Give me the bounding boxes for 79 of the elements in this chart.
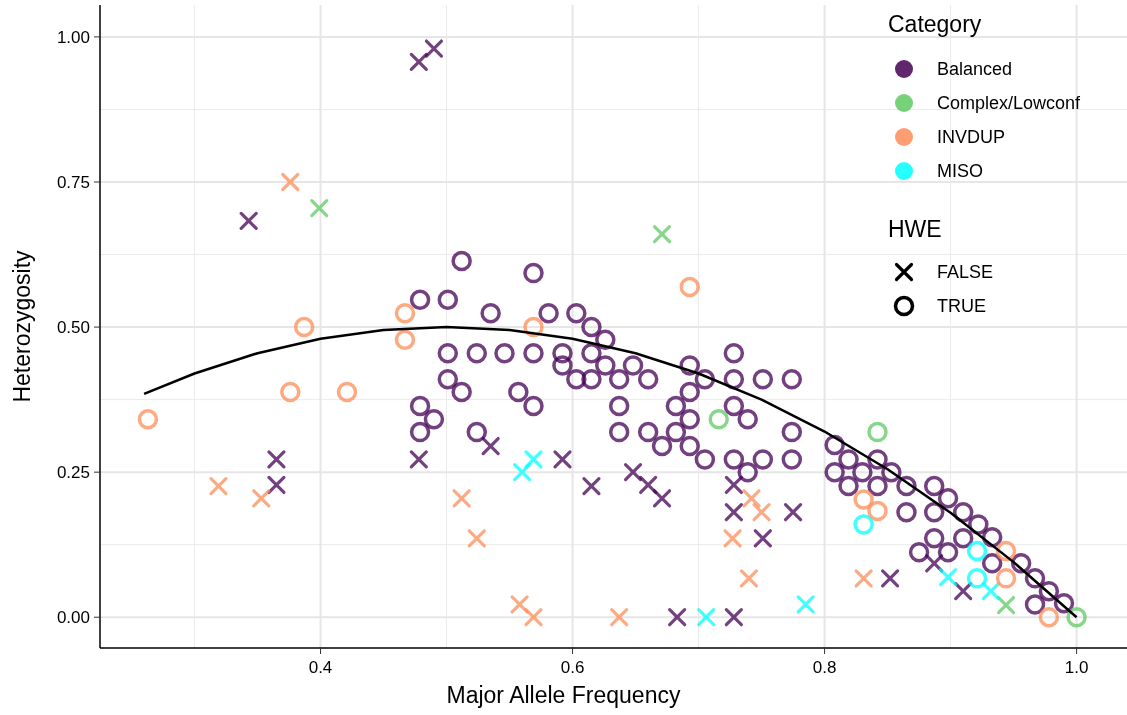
point — [1038, 606, 1060, 628]
point — [267, 475, 286, 495]
point — [610, 608, 629, 627]
point — [724, 608, 743, 627]
x-tick-label: 0.6 — [560, 658, 585, 677]
point — [853, 514, 874, 535]
point — [524, 450, 543, 469]
point — [739, 569, 759, 588]
x-tick-label: 1.0 — [1064, 658, 1089, 677]
point — [925, 554, 944, 573]
point — [639, 475, 658, 495]
point — [881, 569, 900, 588]
point — [1066, 606, 1087, 628]
point — [938, 568, 958, 587]
point — [966, 568, 988, 589]
point — [753, 529, 772, 548]
annotation: TRUE — [937, 296, 986, 317]
point — [281, 172, 300, 192]
point — [394, 329, 416, 351]
point — [481, 436, 500, 456]
point — [796, 595, 815, 614]
point — [336, 381, 358, 403]
point — [394, 302, 416, 324]
point — [708, 409, 729, 430]
y-tick-label: 0.25 — [56, 463, 90, 483]
y-tick-label: 0.00 — [56, 608, 90, 628]
point — [524, 608, 543, 627]
legend-label: Balanced — [937, 59, 1013, 80]
point — [553, 450, 572, 469]
point — [510, 595, 529, 614]
point — [310, 199, 329, 218]
text: Category — [888, 11, 982, 38]
point — [209, 476, 228, 496]
annotation: FALSE — [937, 262, 994, 283]
y-axis-title: Heterozygosity — [9, 249, 35, 403]
point — [954, 582, 973, 601]
point — [623, 463, 643, 482]
point — [267, 450, 286, 469]
point — [137, 409, 159, 430]
point — [409, 52, 428, 71]
point — [966, 540, 988, 562]
point — [697, 608, 716, 627]
point — [724, 503, 743, 522]
x-axis-title: Major Allele Frequency — [446, 682, 681, 708]
point — [996, 595, 1016, 615]
point — [239, 211, 258, 230]
y-tick-label: 0.75 — [56, 172, 90, 192]
x-tick-label: 0.4 — [308, 658, 333, 677]
legend-label: MISO — [937, 161, 984, 182]
point — [783, 503, 803, 522]
point — [723, 529, 742, 548]
point — [742, 489, 761, 508]
y-tick-label: 1.00 — [56, 27, 90, 47]
point — [867, 421, 888, 443]
point — [293, 316, 315, 338]
point — [652, 225, 672, 244]
point — [854, 569, 873, 588]
text: HWE — [888, 216, 942, 243]
point — [981, 582, 1001, 601]
point — [467, 529, 486, 548]
point — [724, 475, 743, 495]
point — [867, 500, 888, 522]
point — [252, 489, 271, 508]
point — [668, 608, 687, 627]
point — [582, 476, 601, 496]
x-tick-label: 0.8 — [812, 658, 837, 677]
point — [679, 276, 700, 298]
point — [452, 489, 471, 508]
point — [409, 450, 428, 469]
point — [280, 381, 301, 403]
point — [752, 503, 771, 522]
point — [995, 568, 1017, 589]
point — [513, 463, 532, 482]
point — [424, 39, 444, 58]
y-tick-label: 0.50 — [56, 318, 90, 338]
point — [853, 489, 874, 510]
legend-label: INVDUP — [937, 127, 1006, 148]
point — [652, 489, 672, 508]
legend-label: Complex/Lowconf — [937, 93, 1082, 114]
